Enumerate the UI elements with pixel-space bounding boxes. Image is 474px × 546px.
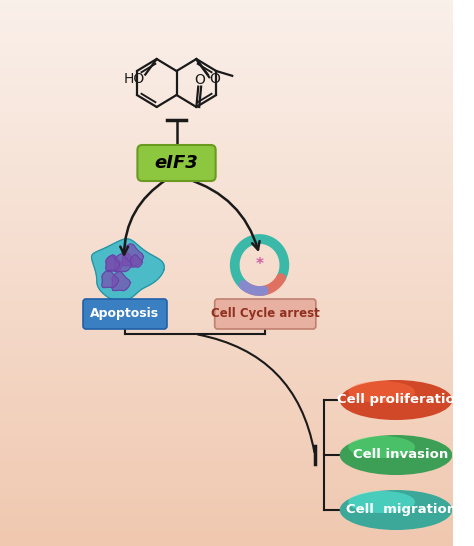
Ellipse shape <box>348 491 415 513</box>
Polygon shape <box>122 244 144 266</box>
Text: Cell Cycle arrest: Cell Cycle arrest <box>211 307 319 321</box>
Ellipse shape <box>340 435 452 475</box>
Polygon shape <box>123 253 134 265</box>
Polygon shape <box>112 271 130 290</box>
Polygon shape <box>115 254 132 272</box>
Text: Apoptosis: Apoptosis <box>91 307 160 321</box>
Ellipse shape <box>340 490 452 530</box>
Ellipse shape <box>340 380 452 420</box>
Polygon shape <box>107 255 122 271</box>
Text: Cell  migration: Cell migration <box>346 503 456 517</box>
Polygon shape <box>106 256 120 270</box>
Ellipse shape <box>348 436 415 458</box>
Text: eIF3: eIF3 <box>155 154 199 172</box>
Text: O: O <box>209 72 220 86</box>
Polygon shape <box>130 254 143 267</box>
Ellipse shape <box>348 381 415 403</box>
FancyBboxPatch shape <box>83 299 167 329</box>
Text: O: O <box>195 73 206 87</box>
Text: Cell proliferation: Cell proliferation <box>337 394 465 407</box>
Polygon shape <box>91 239 164 301</box>
FancyBboxPatch shape <box>215 299 316 329</box>
Polygon shape <box>102 270 118 288</box>
FancyBboxPatch shape <box>137 145 216 181</box>
Text: Cell invasion: Cell invasion <box>353 448 448 461</box>
Text: *: * <box>255 258 264 272</box>
Text: HO: HO <box>123 72 145 86</box>
